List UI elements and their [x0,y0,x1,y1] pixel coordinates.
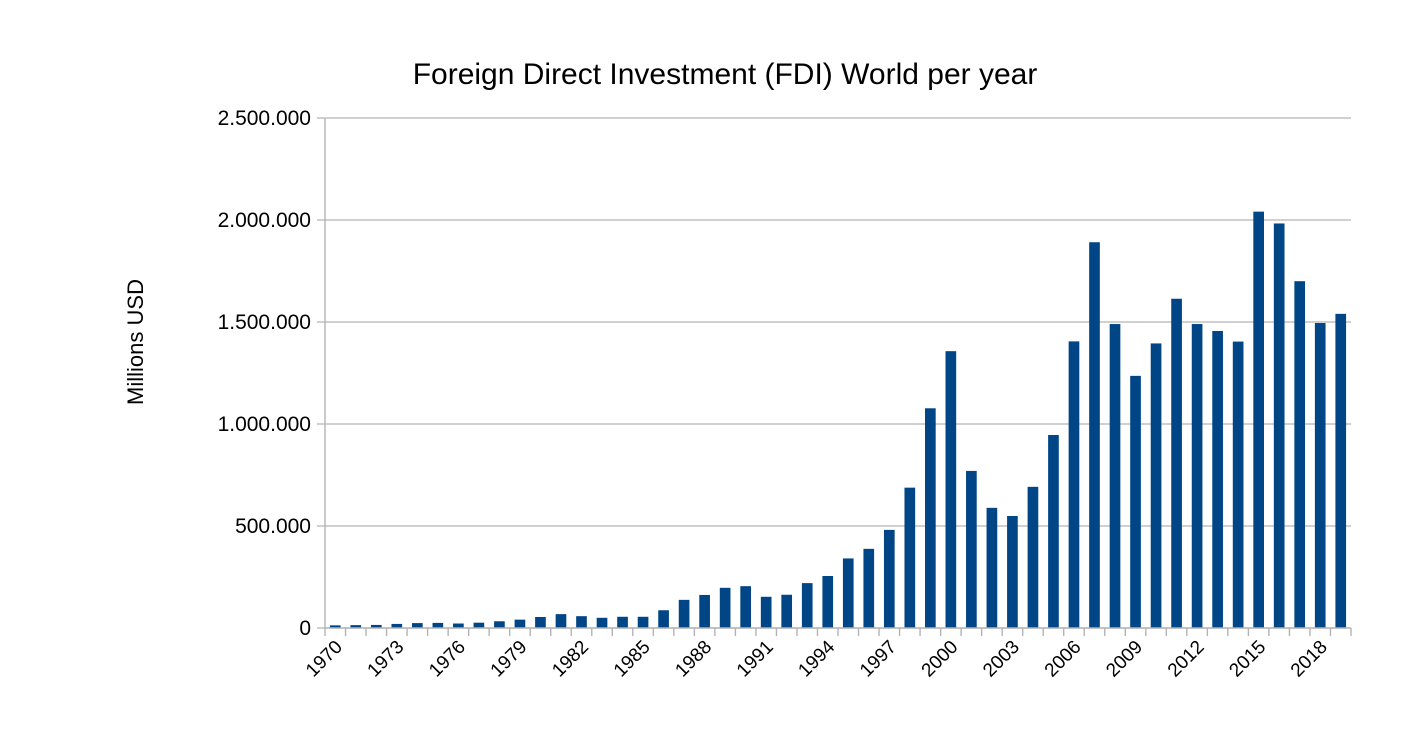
bar-2004 [1027,486,1039,628]
bar-1978 [494,621,505,628]
y-tick-label: 2.000.000 [218,209,311,232]
bar-1985 [637,616,649,628]
bar-2000 [945,351,957,628]
bar-2003 [1007,516,1018,628]
bar-1983 [596,617,608,628]
bar-2014 [1232,341,1244,628]
bar-1995 [842,558,854,628]
bar-1990 [740,586,751,628]
bar-1992 [781,594,793,628]
bar-1996 [863,548,875,628]
bar-2005 [1048,435,1059,628]
bar-2013 [1212,330,1223,628]
x-tick-label: 2006 [1041,637,1086,682]
bar-2015 [1253,211,1264,628]
bar-2007 [1089,242,1100,629]
x-tick-label: 1988 [671,637,716,682]
y-axis-label: Millions USD [123,279,148,405]
y-tick-label: 500.000 [235,515,311,538]
y-tick-label: 1.500.000 [218,311,311,334]
y-tick-label: 0 [299,617,311,640]
x-tick-label: 2009 [1102,637,1147,682]
bar-1994 [822,575,834,628]
bar-1973 [391,623,403,628]
x-tick-label: 2012 [1164,637,1209,682]
bar-2017 [1294,281,1306,628]
bar-2019 [1335,313,1347,628]
bar-1993 [801,583,813,628]
bar-1984 [617,616,628,628]
x-tick-label: 1979 [487,637,532,682]
bar-2009 [1130,375,1141,628]
bar-1970 [329,625,341,628]
bar-2002 [986,507,998,628]
bar-1999 [925,408,936,628]
bar-1971 [350,625,362,628]
y-tick-label: 2.500.000 [218,107,311,130]
bar-2018 [1314,323,1326,628]
x-tick-label: 2003 [979,637,1024,682]
chart-title: Foreign Direct Investment (FDI) World pe… [413,58,1038,91]
axes [324,118,1352,636]
bars [329,211,1347,629]
x-tick-label: 1982 [548,637,593,682]
x-tick-label: 1976 [425,637,470,682]
x-tick-labels: 1970 1973 1976 1979 1982 1985 1988 1991 1994 1997… [302,636,1332,681]
bar-2012 [1191,324,1203,628]
bar-1987 [678,599,690,628]
bar-1998 [904,487,916,628]
bar-1976 [453,623,464,628]
bar-1982 [576,616,587,628]
x-tick-label: 2015 [1225,637,1270,682]
bar-1991 [760,596,772,628]
bar-1974 [412,623,423,628]
bar-2011 [1171,298,1182,628]
bar-1997 [883,529,895,628]
bar-2016 [1273,223,1285,628]
bar-2010 [1150,343,1162,628]
bar-1977 [473,622,485,628]
bar-1979 [514,619,526,628]
bar-1972 [370,624,382,628]
y-tick-labels: 0 500.000 1.000.000 1.500.000 2.000.000 2.500… [218,107,311,640]
x-tick-label: 2000 [918,637,963,682]
x-tick-label: 1973 [364,637,409,682]
bar-2001 [966,470,977,628]
x-tick-label: 1985 [610,637,655,682]
x-tick-label: 1997 [856,637,901,682]
bar-1986 [658,610,669,628]
x-tick-label: 1991 [733,637,778,682]
bar-1981 [555,614,567,628]
x-tick-label: 2018 [1287,637,1332,682]
y-tick-label: 1.000.000 [218,413,311,436]
bar-2008 [1109,324,1121,628]
bar-1975 [432,622,444,628]
bar-1988 [699,594,710,628]
bar-2006 [1068,341,1080,628]
x-tick-label: 1994 [794,636,839,681]
x-tick-label: 1970 [302,637,347,682]
bar-1989 [719,587,731,628]
bar-1980 [535,616,546,628]
